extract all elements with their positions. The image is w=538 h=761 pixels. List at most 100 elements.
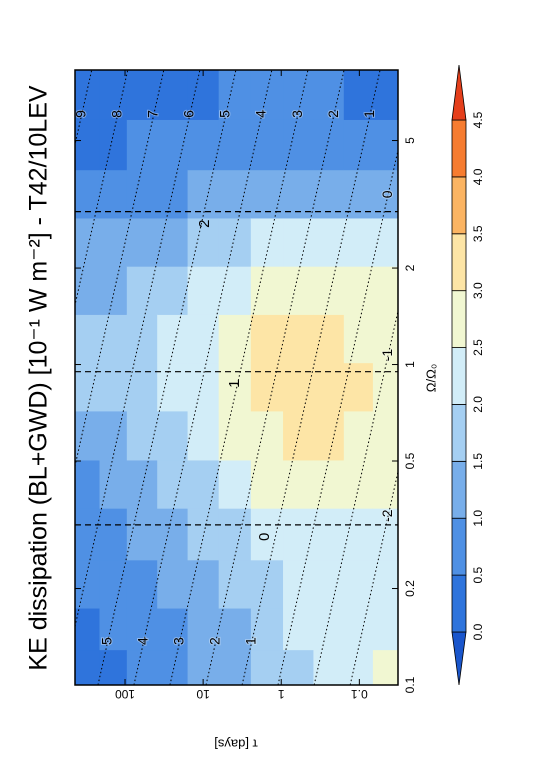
field-cell (157, 119, 189, 171)
field-cell (343, 217, 374, 267)
colorbar-label: 2.5 (471, 339, 485, 356)
field-cell (283, 119, 315, 171)
field-cell (99, 266, 128, 315)
iso-lines (75, 70, 398, 685)
chart-title: KE dissipation (BL+GWD) [10⁻¹ W m⁻²] - T… (25, 85, 53, 670)
field-cell (126, 508, 158, 561)
field-cell (313, 607, 345, 651)
field-cell (187, 607, 220, 651)
field-cell (75, 314, 101, 364)
field-cell (250, 459, 284, 509)
field-cell (99, 410, 128, 461)
colorbar-box (451, 347, 467, 405)
colorbar (451, 64, 467, 686)
field-cell (372, 362, 398, 412)
field-cell (313, 169, 345, 219)
field-cell (126, 649, 158, 685)
field-cell (372, 459, 398, 509)
field-cell (99, 362, 128, 412)
field-cell (126, 119, 158, 171)
field-cell (187, 119, 220, 171)
field-cell (283, 217, 315, 267)
field-cell (75, 607, 101, 651)
iso-line (133, 70, 273, 685)
field-cell (372, 70, 398, 120)
iso-line-label: 4 (134, 637, 150, 645)
field-cell (75, 362, 101, 412)
field-cell (283, 169, 315, 219)
iso-line-label: 3 (289, 110, 305, 118)
field-cell (313, 410, 345, 461)
field-cell (99, 649, 128, 685)
field-cell (343, 266, 374, 315)
field-cell (99, 217, 128, 267)
field-cell (157, 649, 189, 685)
field-cell (126, 362, 158, 412)
iso-line-label: 7 (145, 110, 161, 118)
field-cell (313, 70, 345, 120)
iso-line (75, 70, 165, 685)
x-axis-label: Ω/Ω₀ (423, 364, 438, 392)
colorbar-label: 1.5 (471, 453, 485, 470)
colorbar-label: 1.0 (471, 510, 485, 527)
field-cell (250, 649, 284, 685)
colorbar-label: 2.0 (471, 396, 485, 413)
iso-line-label: 1 (243, 637, 259, 645)
iso-line (205, 70, 345, 685)
colorbar-box (451, 517, 467, 576)
x-tick-label: 5 (403, 137, 417, 144)
field-cell (99, 119, 128, 171)
field-cell (218, 217, 252, 267)
field-cell (157, 70, 189, 120)
field-cell (187, 459, 220, 509)
field-cell (75, 649, 101, 685)
colorbar-arrow (451, 631, 467, 686)
field-cell (218, 119, 252, 171)
colorbar-box (451, 574, 467, 633)
field-cell (187, 266, 220, 315)
iso-line-label: 5 (217, 110, 233, 118)
field-cell (250, 559, 284, 609)
colorbar-label: 3.5 (471, 225, 485, 242)
field-cell (313, 119, 345, 171)
field-cell (126, 217, 158, 267)
y-tick-label: 1 (278, 687, 285, 701)
field-cell (187, 649, 220, 685)
colorbar-box (451, 404, 467, 462)
field-cell (283, 508, 315, 561)
field-cell (75, 459, 101, 509)
iso-line (241, 70, 381, 685)
field-cell (75, 217, 101, 267)
field-cell (218, 508, 252, 561)
field-cell (343, 607, 374, 651)
field-cell (75, 266, 101, 315)
field-cell (157, 266, 189, 315)
field-cell (250, 266, 284, 315)
iso-line-label: 1 (361, 110, 377, 118)
iso-line-label: 5 (99, 637, 115, 645)
field-cell (157, 410, 189, 461)
iso-line-label: 3 (171, 637, 187, 645)
field-cell (250, 217, 284, 267)
field-cell (157, 559, 189, 609)
field-cell (157, 459, 189, 509)
iso-line-label: 9 (73, 110, 89, 118)
field-cell (313, 217, 345, 267)
iso-line-label: 2 (325, 110, 341, 118)
field-cell (126, 459, 158, 509)
field-cell (157, 508, 189, 561)
field-cell (126, 410, 158, 461)
y-tick-label: 0.1 (351, 687, 368, 701)
iso-line-label: 6 (181, 110, 197, 118)
field-cell (75, 119, 101, 171)
reference-line-label: 2 (196, 219, 213, 227)
field-cell (343, 314, 374, 364)
colorbar-box (451, 290, 467, 348)
field-cell (250, 70, 284, 120)
field-cell (283, 266, 315, 315)
field-cell (218, 559, 252, 609)
x-tick-label: 1 (403, 361, 417, 368)
field-cell (157, 314, 189, 364)
field-cell (99, 559, 128, 609)
